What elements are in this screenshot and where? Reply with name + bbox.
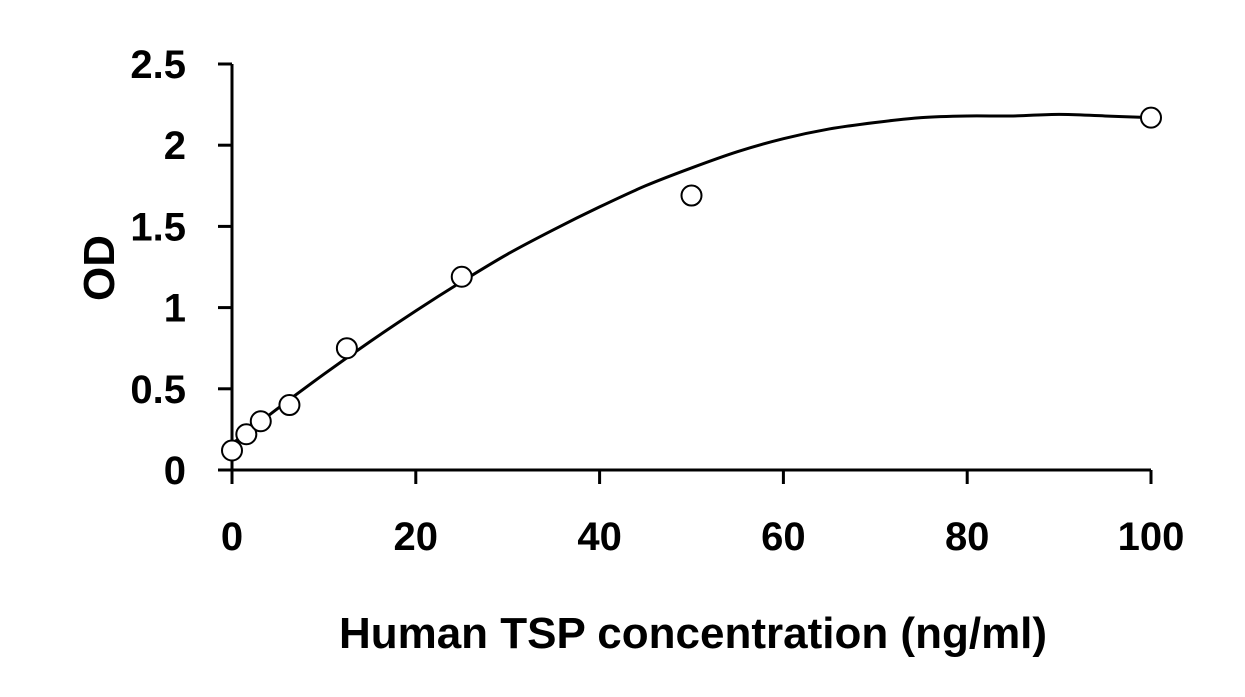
- x-tick-label: 80: [945, 515, 990, 559]
- y-tick-label: 1.5: [130, 205, 186, 249]
- fit-curve-line: [231, 112, 1152, 446]
- data-point: [221, 439, 243, 462]
- data-point: [450, 265, 473, 288]
- y-tick-label: 2: [164, 124, 186, 168]
- data-point: [249, 410, 272, 433]
- data-point: [235, 423, 258, 446]
- x-tick-label: 0: [221, 515, 243, 559]
- y-tick-label: 0.5: [130, 368, 186, 412]
- fit-curve-group: [231, 112, 1152, 446]
- y-tick-label: 2.5: [130, 43, 186, 87]
- data-point: [680, 184, 703, 207]
- x-tick-label: 40: [577, 515, 622, 559]
- data-point: [1140, 106, 1162, 129]
- data-point: [335, 337, 358, 360]
- x-tick-label: 60: [761, 515, 806, 559]
- x-tick-label: 20: [394, 515, 439, 559]
- data-point: [278, 394, 301, 417]
- y-tick-label: 0: [164, 449, 186, 493]
- x-tick-label: 100: [1118, 515, 1185, 559]
- ticks: 0 0.5 1 1.5 2 2.5 0 20 40 60 80 100: [130, 43, 1184, 559]
- x-axis-title: Human TSP concentration (ng/ml): [339, 609, 1047, 658]
- data-points: [221, 106, 1162, 462]
- y-axis-title: OD: [75, 235, 124, 301]
- y-tick-label: 1: [164, 287, 186, 331]
